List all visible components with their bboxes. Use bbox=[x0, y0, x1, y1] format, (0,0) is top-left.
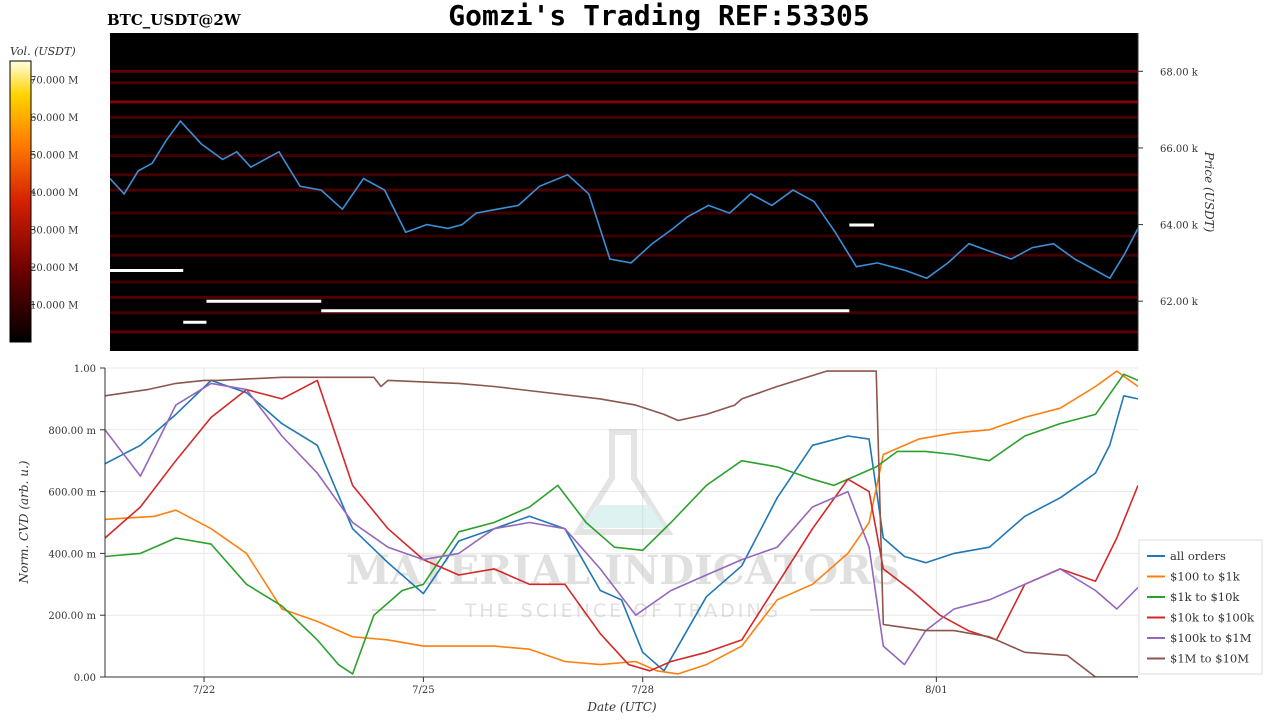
heatmap-band bbox=[110, 211, 1138, 215]
cvd-tick-label: 200.00 m bbox=[48, 611, 96, 622]
heatmap-band bbox=[110, 234, 1138, 238]
colorbar-tick-label: 70.000 M bbox=[30, 76, 78, 87]
date-tick-label: 7/25 bbox=[412, 685, 434, 696]
cvd-series-line bbox=[105, 373, 1138, 675]
price-tick-label: 64.00 k bbox=[1160, 221, 1199, 232]
cvd-series-line bbox=[105, 370, 1138, 675]
legend-entry: $100k to $1M bbox=[1170, 631, 1252, 645]
cvd-tick-label: 1.00 bbox=[74, 364, 96, 375]
pair-label: BTC_USDT@2W bbox=[107, 11, 242, 29]
heatmap-background bbox=[110, 33, 1138, 351]
colorbar-tick-label: 10.000 M bbox=[30, 301, 78, 312]
date-tick-label: 7/22 bbox=[193, 685, 215, 696]
cvd-axis-label: Norm. CVD (arb. u.) bbox=[17, 460, 31, 584]
heatmap-band bbox=[110, 173, 1138, 177]
colorbar-tick-label: 30.000 M bbox=[30, 226, 78, 237]
cvd-series-line bbox=[105, 382, 1138, 666]
heatmap-band bbox=[110, 115, 1138, 119]
date-tick-label: 8/01 bbox=[925, 685, 947, 696]
date-tick-label: 7/28 bbox=[631, 685, 653, 696]
legend-entry: $100 to $1k bbox=[1170, 570, 1241, 584]
cvd-tick-label: 800.00 m bbox=[48, 426, 96, 437]
cvd-panel: MATERIAL INDICATORS THE SCIENCE OF TRADI… bbox=[17, 364, 1138, 714]
heatmap-band bbox=[110, 100, 1138, 104]
cvd-tick-label: 600.00 m bbox=[48, 488, 96, 499]
heatmap-band bbox=[110, 134, 1138, 138]
colorbar-label: Vol. (USDT) bbox=[10, 45, 76, 58]
colorbar: Vol. (USDT) 10.000 M 20.000 M 30.000 M 40.0… bbox=[9, 45, 78, 343]
colorbar-tick-label: 60.000 M bbox=[30, 113, 78, 124]
heatmap-band bbox=[110, 188, 1138, 192]
cvd-series-line bbox=[105, 379, 1138, 672]
flask-icon bbox=[572, 429, 674, 535]
cvd-tick-label: 0.00 bbox=[74, 673, 96, 684]
colorbar-gradient bbox=[9, 60, 32, 343]
watermark-title: MATERIAL INDICATORS bbox=[346, 547, 901, 594]
heatmap-band bbox=[110, 311, 1138, 315]
price-tick-label: 68.00 k bbox=[1160, 67, 1199, 78]
cvd-series-line bbox=[105, 370, 1138, 677]
heatmap-band bbox=[110, 81, 1138, 85]
cvd-tick-label: 400.00 m bbox=[48, 549, 96, 560]
heatmap-band bbox=[110, 295, 1138, 299]
heatmap-band bbox=[110, 330, 1138, 334]
colorbar-tick-label: 20.000 M bbox=[30, 263, 78, 274]
price-axis-label: Price (USDT) bbox=[1202, 151, 1216, 233]
legend: all orders $100 to $1k $1k to $10k $10k to … bbox=[1138, 539, 1263, 675]
watermark-subtitle: THE SCIENCE OF TRADING bbox=[464, 600, 782, 622]
heatmap-panel: 62.00 k 64.00 k 66.00 k 68.00 k Price (USDT… bbox=[110, 33, 1216, 351]
chart-title: Gomzi's Trading REF:53305 bbox=[448, 0, 869, 32]
price-tick-label: 62.00 k bbox=[1160, 297, 1199, 308]
heatmap-band bbox=[110, 69, 1138, 73]
colorbar-tick-label: 50.000 M bbox=[30, 151, 78, 162]
heatmap-band bbox=[110, 280, 1138, 284]
legend-entry: all orders bbox=[1170, 549, 1226, 563]
date-axis-label: Date (UTC) bbox=[586, 700, 656, 714]
heatmap-band bbox=[110, 253, 1138, 257]
heatmap-band bbox=[110, 154, 1138, 158]
legend-entry: $10k to $100k bbox=[1170, 611, 1255, 625]
colorbar-tick-label: 40.000 M bbox=[30, 188, 78, 199]
legend-entry: $1k to $10k bbox=[1170, 590, 1240, 604]
price-line bbox=[110, 119, 1138, 280]
legend-entry: $1M to $10M bbox=[1170, 652, 1249, 666]
price-tick-label: 66.00 k bbox=[1160, 144, 1199, 155]
